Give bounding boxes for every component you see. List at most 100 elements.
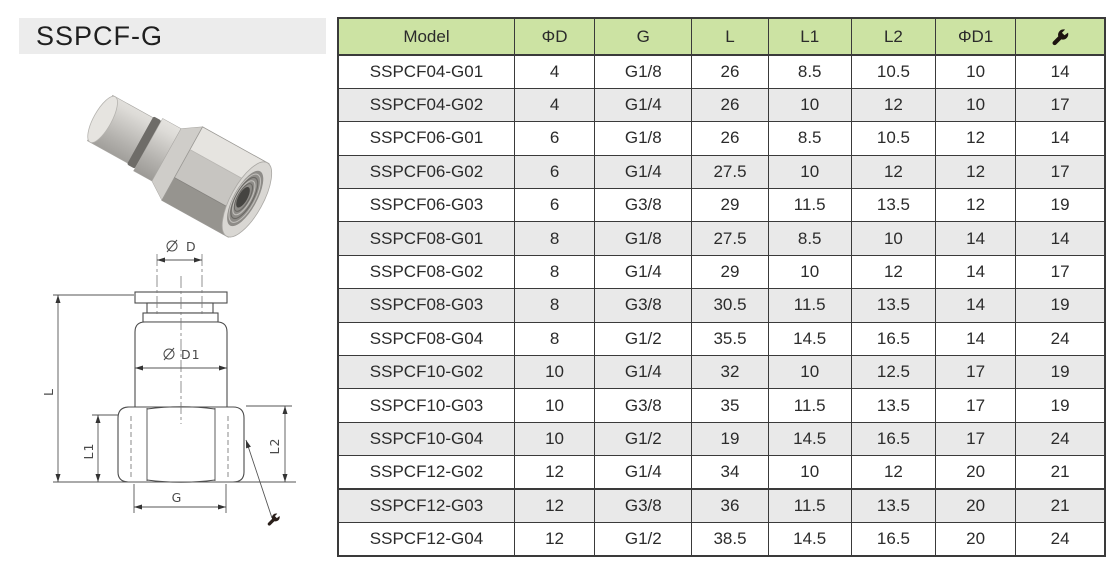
table-row: SSPCF12-G04 12 G1/2 38.5 14.5 16.5 20 24 (337, 521, 1106, 557)
column-header-φd1: ΦD1 (935, 17, 1017, 56)
cell-value: 19 (1015, 288, 1106, 323)
cell-value: 10.5 (850, 121, 937, 156)
diameter-symbol (163, 347, 175, 361)
cell-value: 10 (513, 388, 596, 423)
cell-value: 11.5 (767, 288, 852, 323)
spec-table-body: SSPCF04-G01 4 G1/8 26 8.5 10.5 10 14 SSPCF04-G02… (337, 54, 1106, 557)
cell-model: SSPCF08-G02 (337, 254, 515, 290)
cell-value: G3/8 (594, 488, 693, 523)
cell-value: 13.5 (850, 188, 937, 223)
column-header-l2: L2 (850, 17, 937, 56)
cell-value: 14 (935, 221, 1017, 256)
cell-value: 29 (691, 188, 769, 223)
cell-value: G1/4 (594, 455, 693, 490)
product-photo (52, 80, 317, 258)
cell-value: 11.5 (767, 488, 852, 523)
series-title-bar: SSPCF-G (19, 18, 326, 54)
cell-model: SSPCF10-G02 (337, 355, 515, 390)
table-row: SSPCF04-G02 4 G1/4 26 10 12 10 17 (337, 87, 1106, 123)
cell-value: 8 (513, 221, 596, 256)
dim-label-d: D (186, 239, 197, 254)
cell-value: 11.5 (767, 188, 852, 223)
column-header-φd: ΦD (513, 17, 596, 56)
cell-value: 19 (1015, 188, 1106, 223)
cell-value: 21 (1015, 455, 1106, 490)
cell-value: 13.5 (850, 488, 937, 523)
cell-value: 14 (935, 254, 1017, 290)
cell-value: 10 (935, 87, 1017, 123)
cell-value: 6 (513, 188, 596, 223)
cell-value: 14 (1015, 121, 1106, 156)
cell-value: 8 (513, 288, 596, 323)
cell-value: 13.5 (850, 288, 937, 323)
page-title: SSPCF-G (36, 20, 164, 51)
wrench-header-cell (1015, 17, 1106, 56)
cell-value: 4 (513, 54, 596, 89)
cell-value: 34 (691, 455, 769, 490)
diameter-symbol (166, 239, 178, 253)
cell-value: 10 (767, 455, 852, 490)
cell-value: 12 (850, 154, 937, 190)
table-row: SSPCF10-G02 10 G1/4 32 10 12.5 17 19 (337, 355, 1106, 390)
cell-value: 12 (935, 121, 1017, 156)
cell-value: 17 (935, 355, 1017, 390)
cell-model: SSPCF10-G04 (337, 421, 515, 457)
cell-value: 12 (850, 455, 937, 490)
table-row: SSPCF06-G03 6 G3/8 29 11.5 13.5 12 19 (337, 188, 1106, 223)
cell-value: 10.5 (850, 54, 937, 89)
spec-table: Model ΦD G L L1 L2 ΦD1 SSPCF04-G01 4 G1/8 26 8.5 10… (337, 17, 1106, 557)
cell-model: SSPCF06-G03 (337, 188, 515, 223)
cell-value: 14 (1015, 221, 1106, 256)
technical-drawing-image: D D1 L L1 L2 G (41, 239, 296, 526)
cell-model: SSPCF06-G01 (337, 121, 515, 156)
cell-value: 35.5 (691, 321, 769, 357)
cell-value: 10 (767, 154, 852, 190)
cell-value: 26 (691, 87, 769, 123)
cell-value: G3/8 (594, 288, 693, 323)
cell-value: 16.5 (850, 521, 937, 557)
cell-value: 8.5 (767, 221, 852, 256)
table-row: SSPCF10-G04 10 G1/2 19 14.5 16.5 17 24 (337, 421, 1106, 457)
cell-value: 27.5 (691, 154, 769, 190)
table-row: SSPCF08-G03 8 G3/8 30.5 11.5 13.5 14 19 (337, 288, 1106, 323)
cell-model: SSPCF04-G02 (337, 87, 515, 123)
table-row: SSPCF12-G02 12 G1/4 34 10 12 20 21 (337, 455, 1106, 490)
cell-value: 14.5 (767, 321, 852, 357)
cell-value: 12 (935, 154, 1017, 190)
cell-value: 26 (691, 54, 769, 89)
cell-value: 17 (935, 388, 1017, 423)
cell-value: 14 (935, 288, 1017, 323)
cell-value: 20 (935, 488, 1017, 523)
cell-model: SSPCF06-G02 (337, 154, 515, 190)
cell-model: SSPCF08-G03 (337, 288, 515, 323)
cell-value: 24 (1015, 421, 1106, 457)
cell-value: 21 (1015, 488, 1106, 523)
cell-model: SSPCF08-G01 (337, 221, 515, 256)
cell-value: 14.5 (767, 421, 852, 457)
cell-value: 36 (691, 488, 769, 523)
product-photo-image (86, 94, 273, 238)
cell-value: 19 (691, 421, 769, 457)
cell-value: 16.5 (850, 321, 937, 357)
table-row: SSPCF12-G03 12 G3/8 36 11.5 13.5 20 21 (337, 488, 1106, 523)
cell-value: 30.5 (691, 288, 769, 323)
cell-value: 12 (850, 87, 937, 123)
cell-value: 6 (513, 121, 596, 156)
cell-value: 12.5 (850, 355, 937, 390)
cell-value: 26 (691, 121, 769, 156)
cell-value: 8 (513, 254, 596, 290)
cell-value: G1/4 (594, 254, 693, 290)
column-header-l1: L1 (767, 17, 852, 56)
cell-value: 4 (513, 87, 596, 123)
cell-value: 35 (691, 388, 769, 423)
cell-value: G1/8 (594, 221, 693, 256)
cell-value: 17 (1015, 154, 1106, 190)
cell-value: 20 (935, 521, 1017, 557)
cell-value: 20 (935, 455, 1017, 490)
cell-value: 24 (1015, 321, 1106, 357)
spec-table-header-row: Model ΦD G L L1 L2 ΦD1 (337, 17, 1106, 56)
dim-label-g: G (172, 490, 183, 505)
cell-value: 27.5 (691, 221, 769, 256)
cell-value: G1/8 (594, 121, 693, 156)
